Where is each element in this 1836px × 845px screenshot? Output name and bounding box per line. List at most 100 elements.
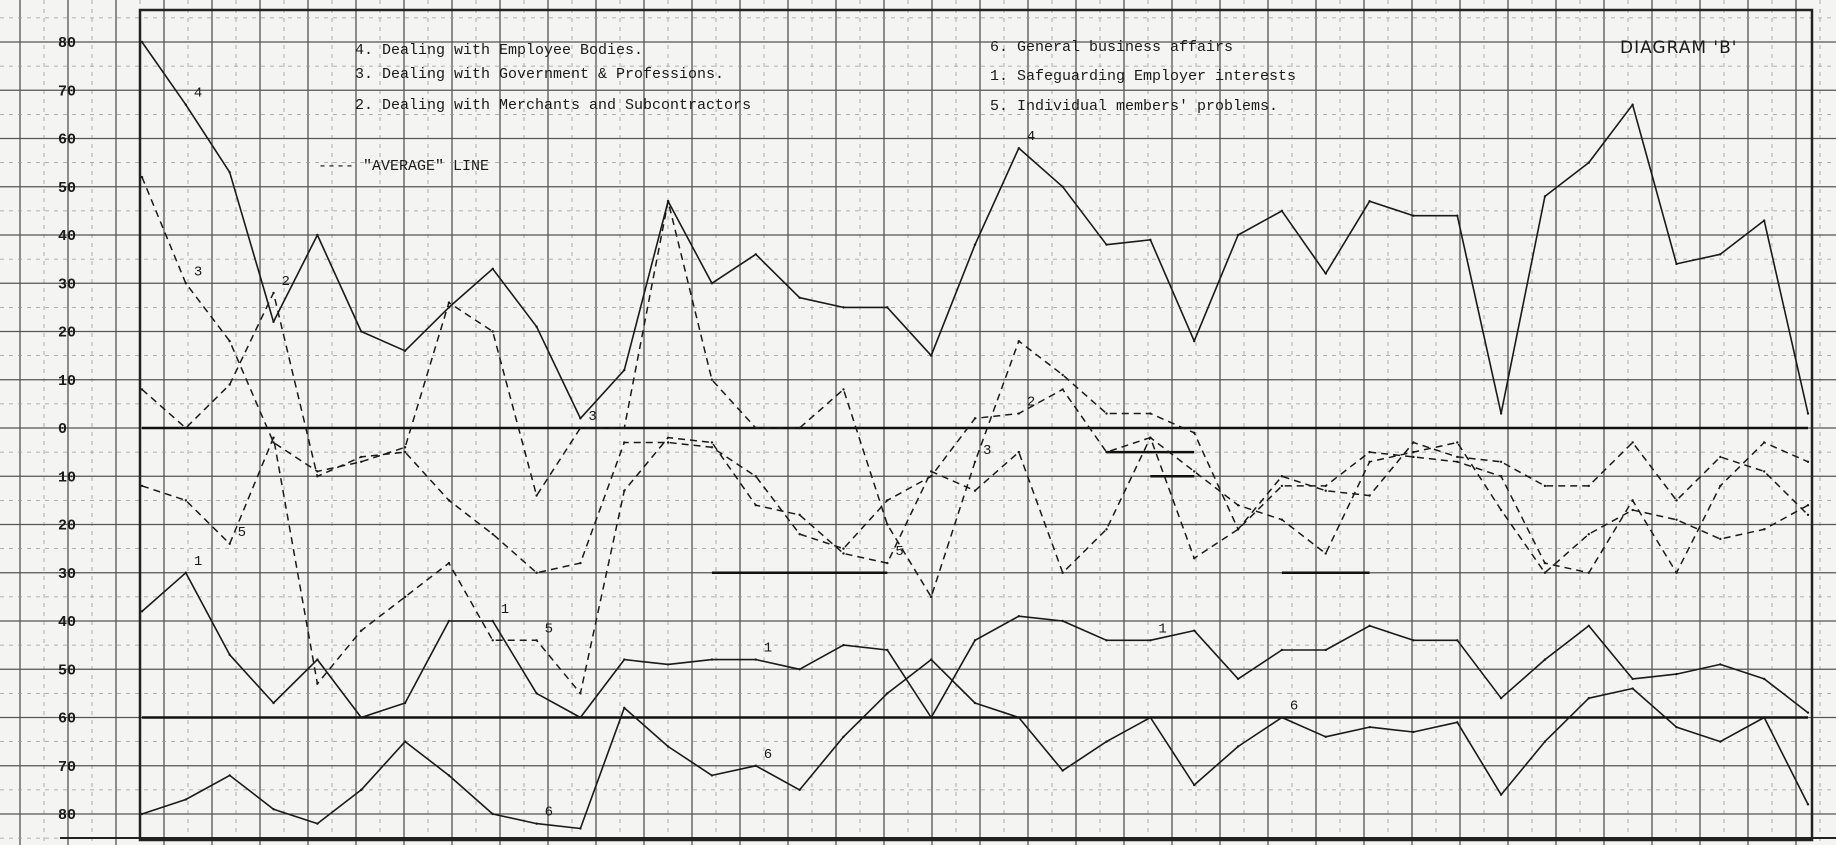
series-2-point: [1412, 455, 1415, 459]
series-6-point: [1456, 721, 1459, 724]
series-3-point: [403, 446, 407, 449]
series-3-point: [1762, 470, 1766, 473]
series-4-point: [1017, 146, 1021, 150]
series-1-point: [316, 658, 319, 661]
y-tick-label: 70: [58, 83, 76, 100]
series-3-point: [1017, 339, 1021, 343]
series-6-point: [623, 706, 626, 710]
series-3-point: [1324, 489, 1327, 492]
series-1-point: [1105, 639, 1108, 642]
series-4-point: [886, 306, 889, 309]
series-3-point: [1061, 373, 1064, 377]
series-2-point: [1543, 561, 1547, 565]
series-4-point: [360, 330, 363, 333]
series-3-point: [140, 175, 144, 179]
series-5-point: [1719, 537, 1722, 541]
series-2-point: [447, 499, 451, 502]
series-2-point: [1762, 441, 1766, 444]
series-3-point: [798, 426, 801, 430]
series-2-point: [316, 475, 319, 478]
series-2-point: [360, 455, 363, 459]
series-5-point: [272, 436, 275, 439]
series-2-point: [140, 388, 144, 391]
series-6-point: [798, 788, 801, 792]
series-5-point: [1499, 508, 1503, 512]
series-2-point: [1719, 484, 1722, 488]
series-6-point: [316, 822, 319, 825]
legend-entry-4: 4. Dealing with Employee Bodies.: [355, 42, 643, 59]
series-5-point: [1412, 450, 1415, 454]
series-2-point: [666, 441, 670, 444]
series-1-point: [1543, 658, 1547, 661]
y-tick-label: 70: [58, 759, 76, 776]
series-6-point: [535, 822, 538, 825]
series-5-point: [1762, 528, 1766, 531]
series-6-point: [491, 812, 494, 816]
series-4-point: [798, 296, 801, 299]
average-lines: [142, 426, 1808, 719]
series-2-point: [403, 450, 407, 454]
series-3-point: [1675, 499, 1678, 502]
series-6-point: [140, 812, 144, 816]
series-5-point: [1149, 436, 1152, 439]
y-tick-label: 50: [58, 180, 76, 197]
legend-entry-5: 5. Individual members' problems.: [990, 98, 1278, 115]
series-3-point: [973, 460, 977, 463]
series-3-point: [754, 426, 757, 430]
y-tick-label: 10: [58, 469, 76, 486]
y-tick-label: 80: [58, 35, 76, 52]
series-4-point: [1719, 253, 1722, 256]
series-5-point: [140, 484, 144, 488]
series-1-point: [1631, 677, 1634, 681]
series-label-1: 1: [194, 554, 202, 570]
series-2-point: [754, 475, 757, 478]
series-6-point: [1412, 730, 1415, 734]
series-2-point: [1587, 571, 1590, 574]
series-5-point: [1368, 460, 1371, 463]
series-4-point: [1149, 238, 1152, 242]
series-6-point: [1806, 803, 1810, 806]
series-2-point: [1456, 460, 1459, 463]
series-2-point: [1193, 557, 1196, 560]
series-2-point: [228, 383, 231, 386]
series-3-point: [929, 595, 933, 599]
series-6-point: [1324, 735, 1327, 738]
series-6-point: [1499, 793, 1503, 796]
y-tick-label: 60: [58, 132, 76, 149]
series-5-point: [666, 436, 670, 439]
series-5-point: [1324, 552, 1327, 555]
series-2-point: [710, 446, 714, 449]
series-4-point: [1193, 339, 1196, 343]
series-5-point: [579, 692, 582, 695]
series-2-point: [1368, 450, 1371, 454]
series-5-point: [1236, 504, 1240, 507]
series-5-point: [1806, 504, 1810, 507]
series-4-point: [1368, 200, 1371, 203]
legend-left: 4. Dealing with Employee Bodies. 3. Deal…: [355, 42, 751, 114]
series-3-point: [535, 494, 538, 497]
series-6-point: [1280, 716, 1284, 719]
series-1-point: [535, 692, 538, 695]
series-label-6: 6: [545, 805, 553, 821]
series-1-point: [886, 648, 889, 652]
series-5-point: [360, 629, 363, 632]
series-5-point: [929, 470, 933, 473]
series-label-5: 5: [238, 525, 246, 541]
series-2-point: [491, 532, 494, 536]
series-2-point: [1017, 412, 1021, 415]
series-3-point: [184, 282, 188, 285]
series-1-point: [623, 658, 626, 661]
series-6-point: [666, 745, 670, 748]
series-6-point: [886, 692, 889, 695]
series-1-point: [1456, 639, 1459, 642]
series-3-point: [710, 378, 714, 381]
series-4-point: [623, 368, 626, 372]
series-6-point: [754, 764, 757, 767]
series-5-point: [228, 542, 231, 545]
series-3-point: [842, 388, 845, 391]
legend-entry-3: 3. Dealing with Government & Professions…: [355, 66, 724, 83]
series-6-point: [1587, 697, 1590, 700]
series-4-point: [228, 171, 231, 174]
